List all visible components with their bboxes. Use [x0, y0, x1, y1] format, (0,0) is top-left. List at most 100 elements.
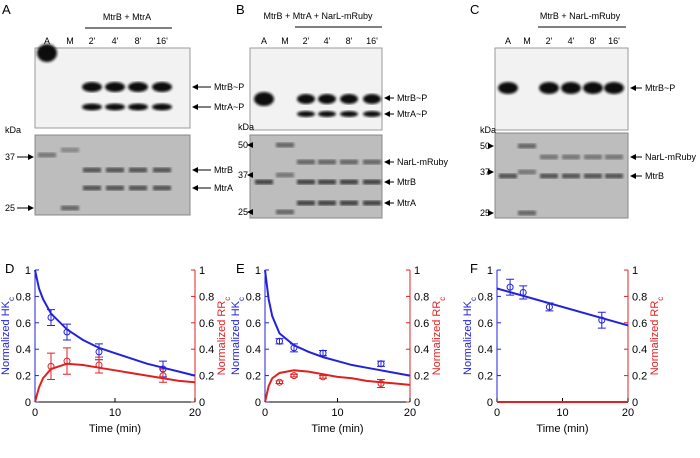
y-tick-label: 0.4	[478, 344, 493, 356]
band	[363, 179, 381, 185]
y2-tick-label: 0.2	[632, 371, 647, 383]
band-label: MtrA	[397, 198, 416, 208]
band	[153, 185, 171, 191]
band	[61, 147, 79, 153]
y2-tick-label: 0.2	[414, 371, 429, 383]
y2-tick-label: 0.6	[414, 318, 429, 330]
band	[105, 103, 125, 111]
marker-label: 50	[480, 141, 490, 151]
band	[254, 92, 274, 106]
band	[61, 205, 79, 211]
band	[152, 82, 172, 92]
band	[562, 173, 580, 179]
y2-tick-label: 0.2	[199, 371, 214, 383]
band-label: MtrA~P	[214, 102, 244, 112]
y2-tick-label: 0.4	[414, 344, 429, 356]
lane-label: 16'	[156, 36, 168, 46]
y-tick-label: 0.2	[246, 371, 261, 383]
band	[499, 173, 517, 179]
band	[37, 44, 57, 62]
band	[518, 169, 536, 175]
lane-label: 16'	[366, 36, 378, 46]
fit-line	[34, 362, 196, 403]
band	[540, 173, 558, 179]
band	[153, 167, 171, 173]
band	[363, 159, 381, 165]
lane-label: 2'	[303, 36, 310, 46]
y2-tick-label: 0	[632, 397, 638, 409]
lane-label: 8'	[346, 36, 353, 46]
band	[297, 200, 315, 206]
band-label: MtrB	[397, 177, 416, 187]
data-point	[276, 337, 283, 345]
band	[276, 209, 294, 215]
x-axis-label: Time (min)	[89, 423, 141, 435]
axis-label-sub: c	[7, 297, 16, 301]
band-label: NarL-mRuby	[645, 152, 697, 162]
axis-label-text: Normalized RR	[216, 301, 228, 376]
lane-label: 4'	[112, 36, 119, 46]
axis-label-text: Normalized HK	[462, 300, 474, 375]
band	[340, 94, 358, 104]
axis-label: Normalized HKc	[0, 297, 16, 375]
lane-label: 16'	[608, 36, 620, 46]
band	[106, 185, 124, 191]
band	[498, 82, 518, 94]
x-tick-label: 0	[494, 407, 500, 419]
band	[297, 159, 315, 165]
panel-letter: F	[470, 261, 478, 276]
y2-tick-label: 0.8	[199, 291, 214, 303]
band	[540, 154, 558, 160]
band	[539, 82, 559, 94]
band	[318, 94, 336, 104]
y-tick-label: 0	[487, 397, 493, 409]
band	[152, 103, 172, 111]
y2-tick-label: 0.8	[632, 291, 647, 303]
band-label: MtrB~P	[645, 83, 675, 93]
band-label: MtrB~P	[397, 93, 427, 103]
band-label: MtrB~P	[214, 82, 244, 92]
band	[276, 142, 294, 148]
data-point	[290, 372, 298, 380]
band	[561, 82, 581, 94]
lane-label: 4'	[324, 36, 331, 46]
kda-label: kDa	[5, 125, 21, 135]
band	[340, 159, 358, 165]
panel-letter: D	[5, 261, 14, 276]
band	[129, 185, 147, 191]
x-tick-label: 20	[189, 407, 201, 419]
band	[83, 185, 101, 191]
error-bar	[63, 323, 71, 341]
y-tick-label: 0	[255, 397, 261, 409]
lane-label: M	[281, 36, 289, 46]
y2-tick-label: 0.8	[414, 291, 429, 303]
data-point	[506, 283, 514, 291]
lane-label: A	[44, 36, 50, 46]
error-bar	[63, 347, 71, 375]
band	[129, 167, 147, 173]
lane-label: M	[523, 36, 531, 46]
band	[105, 82, 125, 92]
panel-letter: E	[236, 261, 245, 276]
lane-label: A	[505, 36, 511, 46]
band-label: MtrA~P	[397, 109, 427, 119]
y-tick-label: 0.8	[16, 291, 31, 303]
band	[297, 111, 315, 117]
band	[605, 173, 623, 179]
lane-label: M	[66, 36, 74, 46]
y-tick-label: 0.2	[478, 371, 493, 383]
band	[276, 172, 294, 178]
x-axis-label: Time (min)	[536, 423, 588, 435]
band-label: NarL-mRuby	[397, 157, 449, 167]
condition-label: MtrB + MtrA + NarL-mRuby	[263, 11, 373, 21]
y-tick-label: 1	[487, 265, 493, 277]
y2-tick-label: 0.6	[199, 318, 214, 330]
band	[82, 103, 102, 111]
y2-tick-label: 0.6	[632, 318, 647, 330]
band	[340, 111, 358, 117]
y-tick-label: 1	[25, 265, 31, 277]
kda-label: kDa	[238, 122, 254, 132]
y-tick-label: 0.8	[478, 291, 493, 303]
panel-letter: B	[236, 2, 245, 17]
y-tick-label: 0.4	[246, 344, 261, 356]
